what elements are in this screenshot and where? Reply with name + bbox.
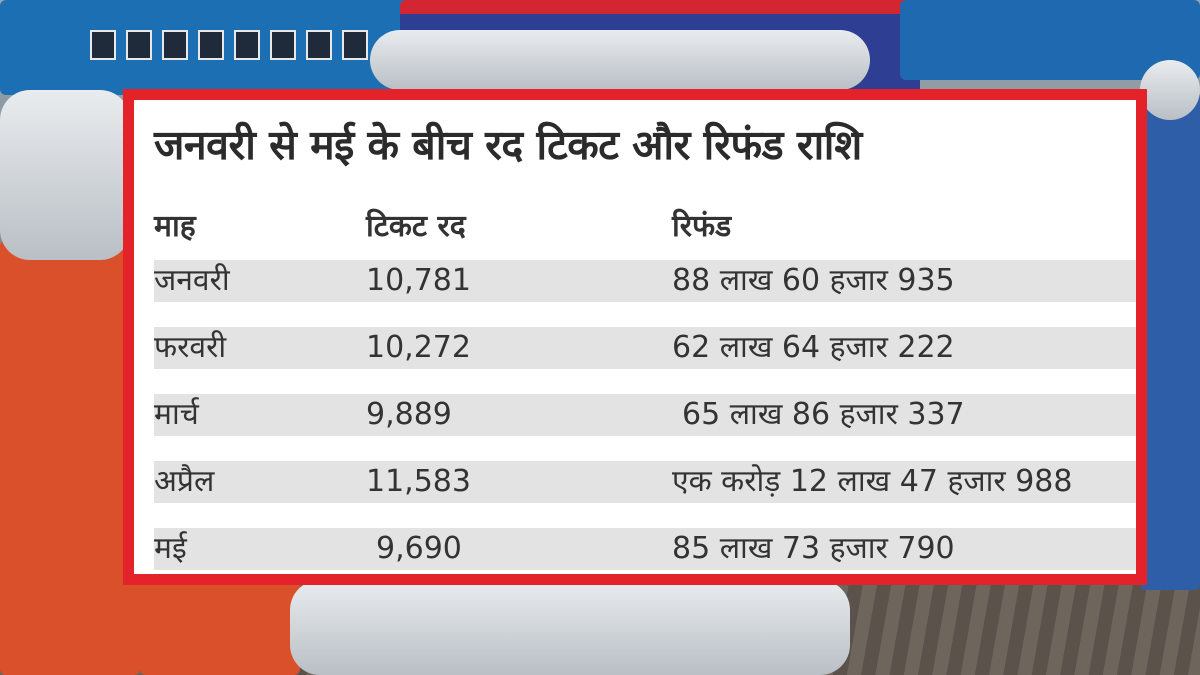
table-row: अप्रैल 11,583 एक करोड़ 12 लाख 47 हजार 98…	[154, 461, 1136, 503]
header-month: माह	[154, 209, 196, 244]
coach-roof	[1140, 60, 1200, 120]
refund-cell: 65 लाख 86 हजार 337	[682, 397, 965, 432]
coach-roof	[370, 30, 870, 90]
tickets-cell: 10,781	[366, 263, 471, 298]
tickets-cell: 9,889	[366, 397, 452, 432]
refund-table-card: जनवरी से मई के बीच रद टिकट और रिफंड राशि…	[123, 89, 1147, 585]
tickets-cell: 11,583	[366, 464, 471, 499]
table-row: जनवरी 10,781 88 लाख 60 हजार 935	[154, 260, 1136, 302]
refund-cell: 85 लाख 73 हजार 790	[672, 531, 955, 566]
tickets-cell: 9,690	[376, 531, 462, 566]
tickets-cell: 10,272	[366, 330, 471, 365]
month-cell: मार्च	[154, 397, 199, 432]
month-cell: जनवरी	[154, 263, 230, 298]
table-title: जनवरी से मई के बीच रद टिकट और रिफंड राशि	[154, 121, 862, 169]
refund-cell: 88 लाख 60 हजार 935	[672, 263, 955, 298]
refund-cell: एक करोड़ 12 लाख 47 हजार 988	[672, 464, 1073, 499]
header-tickets-cancelled: टिकट रद	[366, 209, 466, 244]
blue-coach-edge	[1140, 90, 1200, 590]
table-body: जनवरी 10,781 88 लाख 60 हजार 935 फरवरी 10…	[154, 260, 1136, 595]
coach-windows	[90, 30, 368, 60]
header-refund: रिफंड	[672, 209, 732, 244]
table-row: फरवरी 10,272 62 लाख 64 हजार 222	[154, 327, 1136, 369]
coach-roof	[290, 580, 850, 675]
month-cell: मई	[154, 531, 187, 566]
table-row: मार्च 9,889 65 लाख 86 हजार 337	[154, 394, 1136, 436]
blue-coach	[0, 0, 420, 95]
orange-coach	[0, 240, 140, 675]
refund-cell: 62 लाख 64 हजार 222	[672, 330, 955, 365]
month-cell: फरवरी	[154, 330, 227, 365]
orange-coach-front	[140, 580, 300, 675]
coach-roof	[0, 90, 130, 260]
table-row: मई 9,690 85 लाख 73 हजार 790	[154, 528, 1136, 570]
month-cell: अप्रैल	[154, 464, 215, 499]
